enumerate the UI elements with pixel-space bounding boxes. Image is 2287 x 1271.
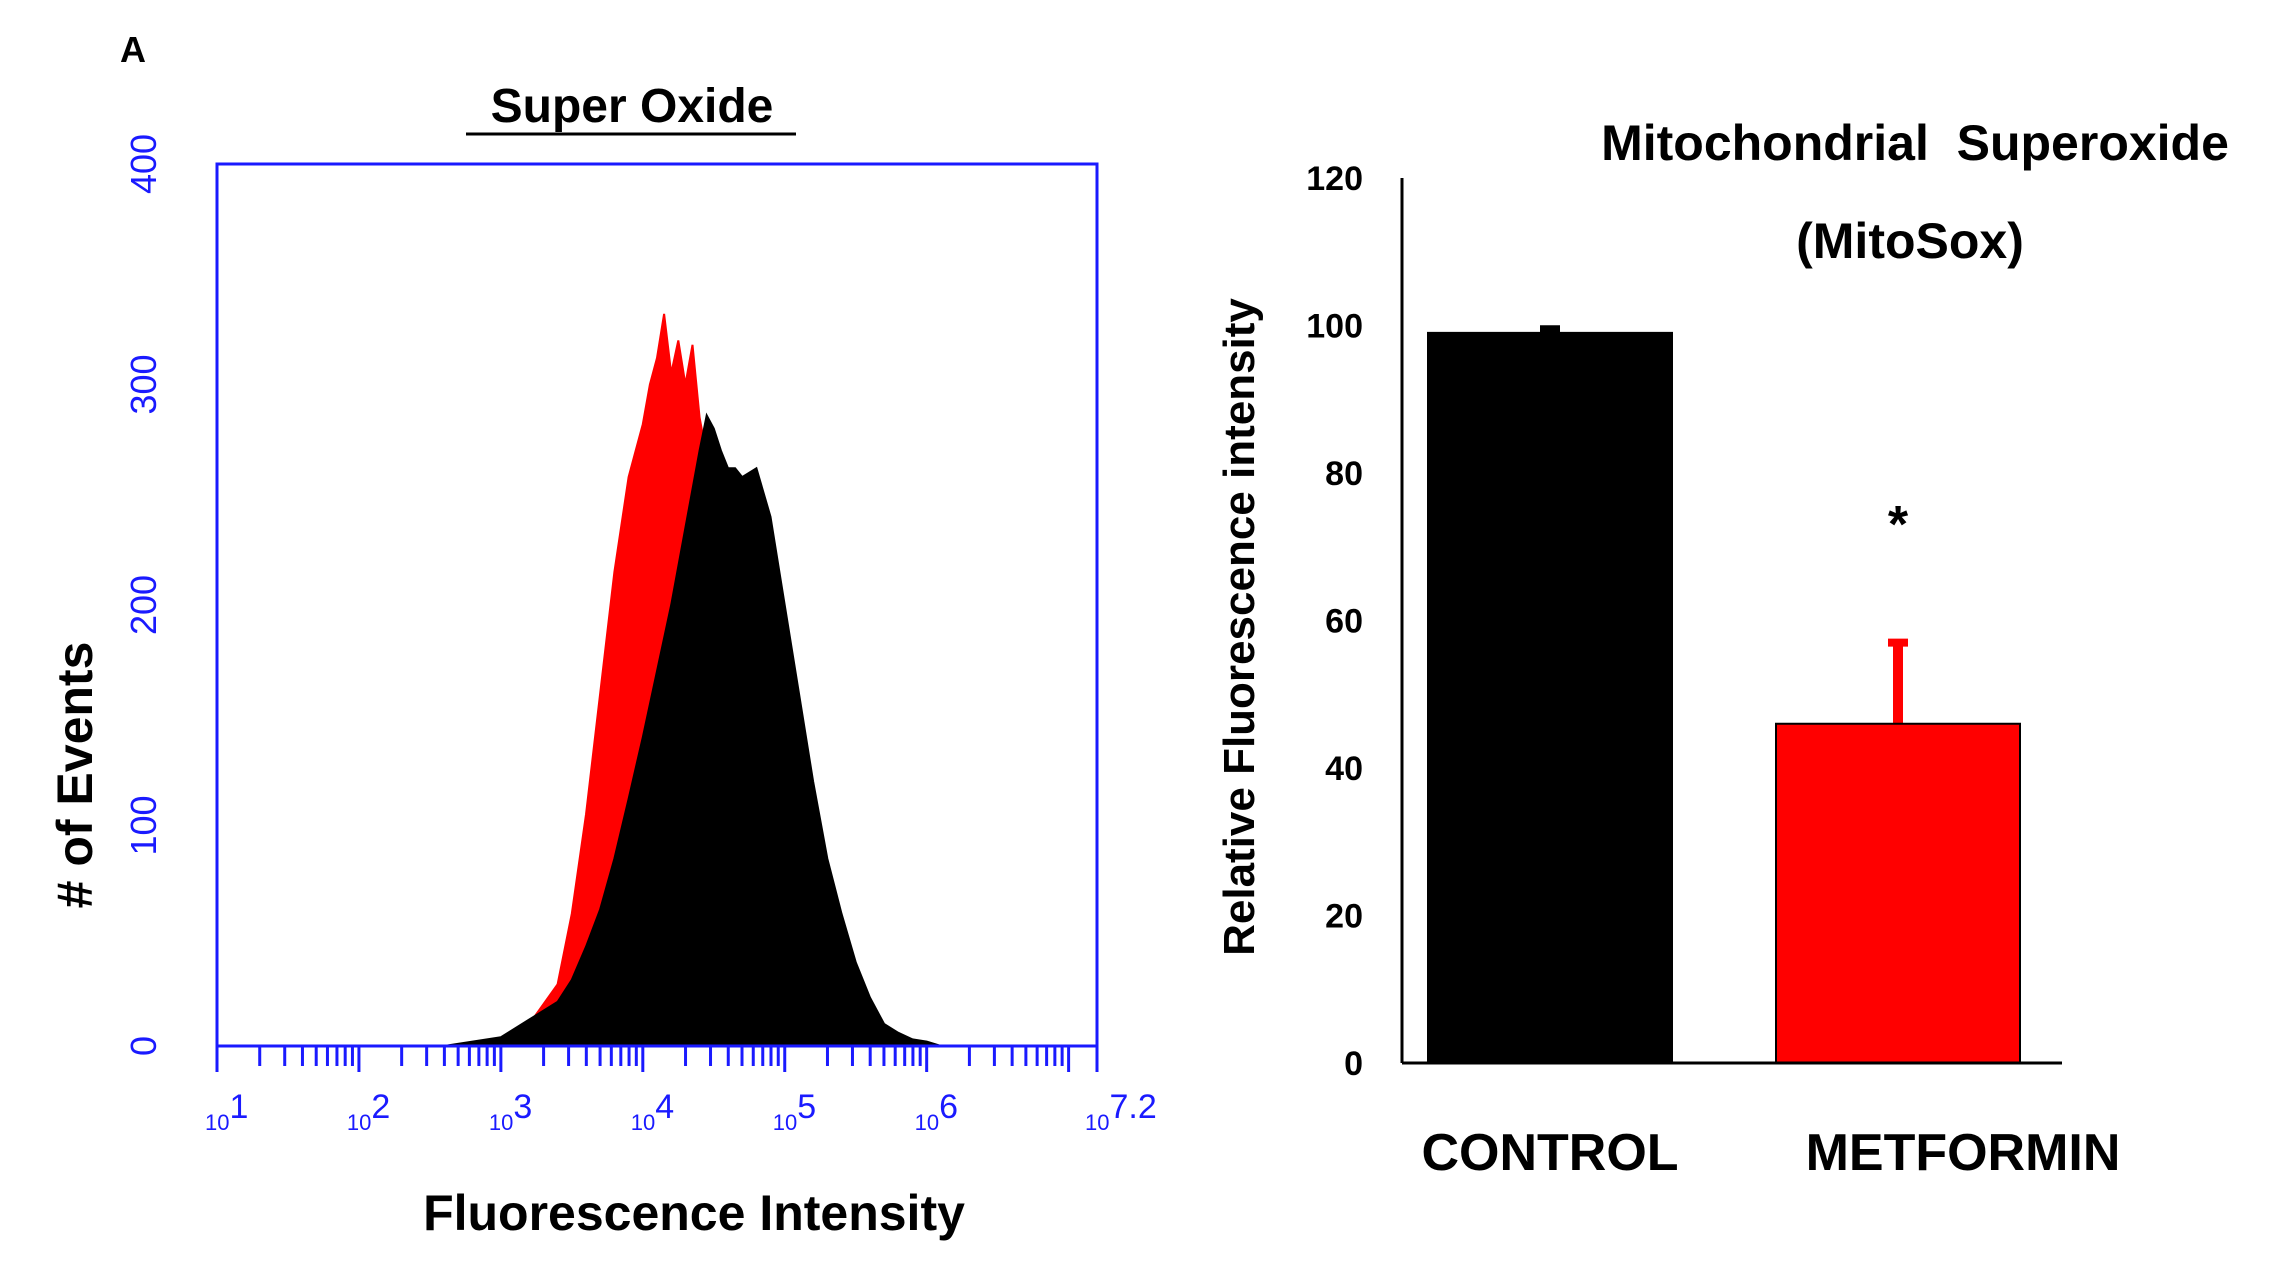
histogram-x-axis-label: Fluorescence Intensity — [423, 1185, 965, 1241]
histogram-y-axis-label: # of Events — [47, 642, 103, 909]
histogram-y-tick-labels: 0 100 200 300 400 — [123, 134, 164, 1056]
histogram-x-tick-label: 107.2 — [1085, 1088, 1157, 1135]
significance-asterisk: * — [1888, 496, 1909, 554]
bar-control — [1427, 331, 1673, 1064]
histogram-y-tick-label: 400 — [123, 134, 164, 194]
bar-chart: Mitochondrial Superoxide (MitoSox) 0 20 40… — [1215, 115, 2229, 1182]
histogram-y-tick-label: 200 — [123, 575, 164, 635]
histogram-x-tick-label: 103 — [489, 1088, 532, 1135]
histogram-x-tick-label: 102 — [347, 1088, 390, 1135]
histogram-y-tick-label: 300 — [123, 354, 164, 414]
bar-metformin — [1775, 722, 2021, 1064]
bar-chart-title: Mitochondrial Superoxide — [1601, 115, 2229, 171]
bar-chart-subtitle: (MitoSox) — [1796, 213, 2024, 269]
histogram-x-tick-label: 105 — [773, 1088, 816, 1135]
bar-chart-y-tick-label: 80 — [1325, 455, 1363, 493]
histogram-plot-frame — [215, 162, 1099, 1048]
histogram-y-tick-label: 100 — [123, 795, 164, 855]
histogram-y-tick-label: 0 — [123, 1036, 164, 1056]
bar-chart-category-labels: CONTROL METFORMIN — [1421, 1124, 2120, 1182]
bar-chart-y-tick-label: 120 — [1306, 160, 1363, 198]
bar-chart-y-tick-label: 20 — [1325, 898, 1363, 936]
histogram-x-tick-label: 106 — [915, 1088, 958, 1135]
histogram-series-control — [443, 412, 942, 1047]
histogram-x-tick-label: 104 — [631, 1088, 674, 1135]
histogram-x-tick-labels: 101 102 103 104 105 106 107.2 — [205, 1088, 1157, 1135]
bar-chart-bars: * — [1427, 325, 2021, 1064]
bar-category-label-control: CONTROL — [1421, 1124, 1678, 1182]
bar-chart-y-tick-label: 60 — [1325, 603, 1363, 641]
bar-chart-y-tick-label: 40 — [1325, 750, 1363, 788]
histogram-x-ticks — [215, 1046, 1099, 1072]
panel-label: A — [120, 29, 146, 70]
bar-chart-y-ticks: 0 20 40 60 80 100 120 — [1306, 160, 1363, 1083]
bar-category-label-metformin: METFORMIN — [1806, 1124, 2121, 1182]
bar-chart-y-tick-label: 100 — [1306, 308, 1363, 346]
histogram-title: Super Oxide — [491, 80, 774, 133]
bar-chart-y-tick-label: 0 — [1344, 1045, 1363, 1083]
bar-chart-y-axis-label: Relative Fluorescence intensity — [1215, 298, 1264, 956]
histogram-series-layer — [443, 313, 942, 1047]
histogram-x-tick-label: 101 — [205, 1088, 248, 1135]
